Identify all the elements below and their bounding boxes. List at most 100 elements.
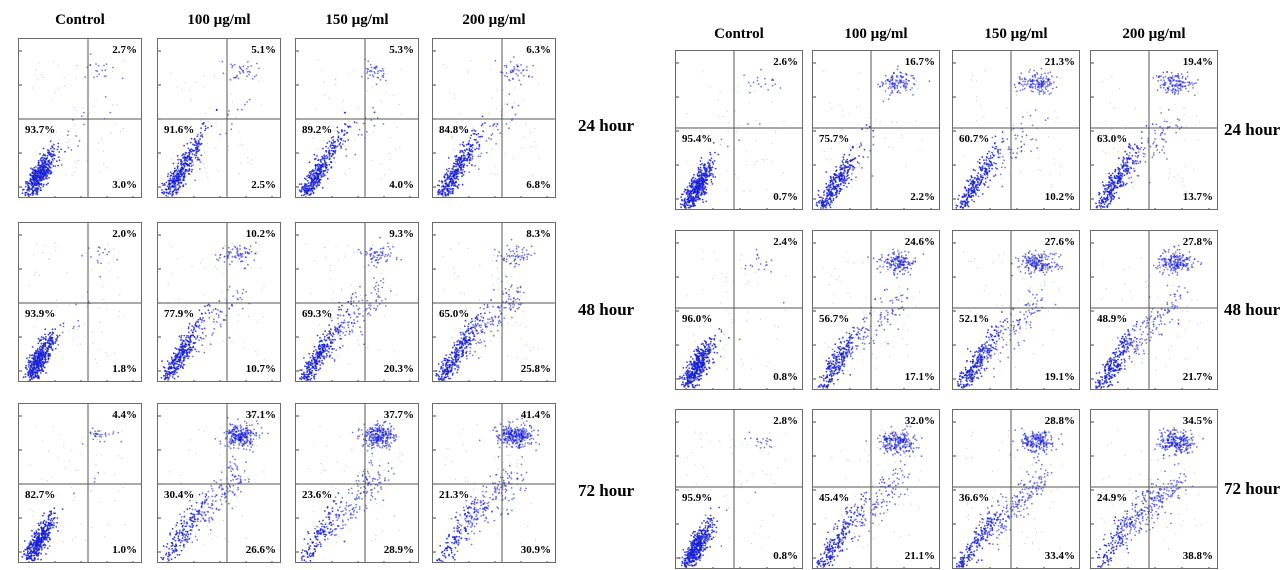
scatter-point — [517, 63, 519, 65]
scatter-panel: 2.0% 93.9% 1.8% — [18, 222, 142, 382]
scatter-point — [244, 348, 246, 350]
scatter-point — [305, 373, 308, 376]
scatter-point — [463, 152, 465, 154]
scatter-point — [499, 306, 501, 309]
scatter-point — [167, 555, 169, 558]
scatter-point — [42, 539, 44, 541]
scatter-point — [517, 246, 520, 248]
scatter-point — [347, 326, 350, 329]
scatter-point — [42, 440, 44, 442]
scatter-point — [80, 343, 82, 345]
scatter-point — [32, 538, 35, 541]
scatter-point — [220, 129, 223, 131]
scatter-point — [173, 363, 176, 366]
scatter-point — [191, 99, 193, 101]
scatter-point — [322, 333, 325, 336]
scatter-point — [222, 311, 224, 313]
scatter-point — [49, 339, 52, 342]
scatter-point — [228, 263, 231, 266]
scatter-point — [100, 436, 102, 438]
scatter-point — [368, 312, 370, 314]
scatter-point — [82, 107, 84, 109]
scatter-point — [310, 364, 312, 367]
scatter-point — [192, 161, 195, 164]
scatter-point — [26, 547, 28, 550]
scatter-point — [354, 138, 356, 140]
scatter-point — [76, 159, 78, 161]
scatter-point — [465, 347, 468, 349]
scatter-point — [452, 363, 454, 366]
scatter-point — [28, 356, 31, 359]
scatter-point — [183, 533, 186, 536]
scatter-point — [92, 342, 94, 344]
scatter-point — [448, 359, 451, 362]
scatter-point — [182, 360, 185, 362]
scatter-point — [38, 346, 41, 349]
scatter-point — [469, 145, 472, 148]
scatter-point — [26, 552, 29, 554]
scatter-point — [36, 539, 39, 542]
scatter-point — [96, 70, 99, 73]
scatter-point — [460, 333, 462, 336]
scatter-point — [185, 168, 188, 171]
scatter-point — [83, 111, 85, 114]
scatter-point — [163, 378, 166, 381]
scatter-point — [38, 547, 41, 550]
scatter-point — [533, 252, 536, 255]
scatter-point — [381, 252, 383, 254]
scatter-point — [29, 378, 32, 381]
scatter-point — [207, 176, 209, 178]
scatter-point — [350, 300, 352, 303]
scatter-point — [198, 149, 201, 152]
scatter-point — [389, 168, 391, 170]
scatter-point — [481, 328, 484, 331]
scatter-point — [105, 63, 108, 65]
scatter-point — [343, 133, 346, 135]
scatter-point — [443, 359, 445, 362]
scatter-point — [463, 293, 465, 295]
scatter-point — [71, 450, 73, 452]
scatter-point — [168, 363, 170, 366]
scatter-point — [381, 300, 383, 302]
scatter-point — [510, 262, 512, 265]
scatter-point — [44, 328, 47, 331]
scatter-point — [51, 333, 53, 336]
scatter-point — [47, 339, 50, 341]
scatter-point — [368, 304, 370, 307]
scatter-point — [47, 161, 49, 163]
scatter-point — [169, 318, 171, 320]
scatter-point — [47, 172, 50, 175]
scatter-point — [455, 364, 457, 366]
scatter-point — [250, 250, 253, 253]
scatter-point — [190, 170, 193, 173]
scatter-point — [445, 357, 447, 360]
scatter-point — [511, 250, 513, 252]
scatter-point — [122, 60, 124, 63]
scatter-point — [42, 522, 45, 524]
scatter-point — [355, 304, 358, 307]
scatter-point — [330, 270, 332, 272]
scatter-point — [308, 184, 311, 187]
scatter-point — [56, 148, 59, 151]
scatter-point — [165, 188, 168, 191]
scatter-point — [33, 541, 36, 544]
scatter-point — [114, 500, 116, 502]
scatter-point — [445, 354, 448, 356]
scatter-point — [314, 181, 317, 183]
scatter-point — [471, 339, 474, 341]
scatter-point — [493, 288, 495, 291]
scatter-point — [323, 346, 326, 349]
scatter-point — [184, 536, 186, 538]
scatter-point — [177, 172, 180, 175]
scatter-point — [377, 290, 380, 293]
scatter-point — [228, 252, 231, 254]
scatter-point — [332, 337, 334, 339]
scatter-point — [183, 164, 186, 167]
scatter-point — [42, 360, 44, 363]
scatter-point — [193, 515, 195, 518]
scatter-point — [376, 66, 378, 68]
scatter-point — [495, 260, 498, 262]
scatter-point — [101, 331, 103, 334]
scatter-point — [315, 169, 317, 172]
scatter-point — [207, 143, 209, 145]
